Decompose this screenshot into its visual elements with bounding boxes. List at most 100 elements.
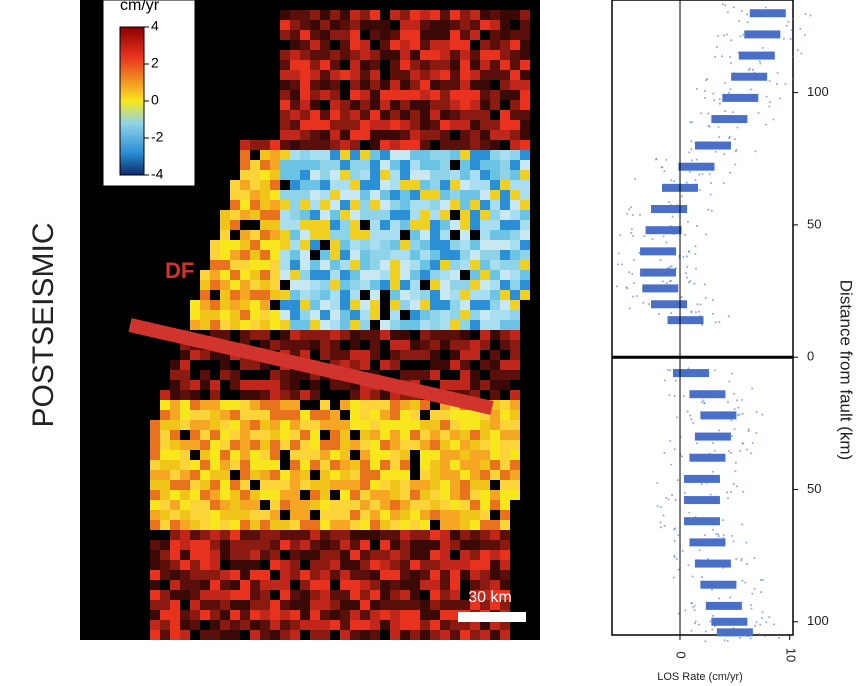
scatter-cloud — [734, 408, 736, 410]
raster-cell — [480, 350, 490, 360]
raster-cell — [420, 160, 430, 170]
raster-cell — [470, 100, 480, 110]
raster-cell — [440, 360, 450, 370]
raster-cell — [460, 540, 470, 550]
raster-cell — [460, 310, 470, 320]
x-axis-label: LOS Rate (cm/yr) — [657, 671, 743, 683]
raster-cell — [170, 460, 180, 470]
raster-cell — [380, 580, 390, 590]
raster-cell — [240, 330, 250, 340]
raster-cell — [170, 560, 180, 570]
raster-cell — [210, 310, 220, 320]
raster-cell — [260, 140, 270, 150]
raster-cell — [490, 330, 500, 340]
raster-cell — [270, 630, 280, 640]
raster-cell — [260, 290, 270, 300]
scatter-cloud — [746, 449, 748, 451]
raster-cell — [420, 610, 430, 620]
raster-cell — [330, 540, 340, 550]
raster-cell — [270, 450, 280, 460]
raster-cell — [200, 490, 210, 500]
raster-cell — [180, 380, 190, 390]
raster-cell — [150, 620, 160, 630]
raster-cell — [310, 560, 320, 570]
raster-cell — [310, 110, 320, 120]
raster-cell — [480, 40, 490, 50]
raster-cell — [390, 270, 400, 280]
raster-cell — [360, 230, 370, 240]
raster-cell — [170, 390, 180, 400]
raster-cell — [230, 190, 240, 200]
raster-cell — [290, 210, 300, 220]
raster-cell — [270, 550, 280, 560]
raster-cell — [280, 430, 290, 440]
raster-cell — [270, 380, 280, 390]
raster-cell — [490, 530, 500, 540]
raster-cell — [520, 290, 530, 300]
raster-cell — [230, 220, 240, 230]
raster-cell — [390, 80, 400, 90]
raster-cell — [250, 500, 260, 510]
raster-cell — [160, 510, 170, 520]
scatter-cloud — [686, 277, 688, 279]
raster-cell — [360, 50, 370, 60]
raster-cell — [330, 250, 340, 260]
raster-cell — [270, 310, 280, 320]
scatter-cloud — [687, 221, 689, 223]
raster-cell — [160, 420, 170, 430]
raster-cell — [210, 530, 220, 540]
raster-cell — [250, 320, 260, 330]
raster-cell — [440, 530, 450, 540]
raster-cell — [150, 480, 160, 490]
raster-cell — [340, 170, 350, 180]
raster-cell — [440, 350, 450, 360]
raster-cell — [280, 380, 290, 390]
raster-cell — [510, 190, 520, 200]
raster-cell — [470, 60, 480, 70]
raster-cell — [380, 50, 390, 60]
raster-cell — [420, 180, 430, 190]
raster-cell — [380, 330, 390, 340]
scatter-cloud — [618, 253, 620, 255]
raster-cell — [300, 160, 310, 170]
raster-cell — [360, 100, 370, 110]
raster-cell — [190, 410, 200, 420]
scatter-cloud — [665, 242, 667, 244]
raster-cell — [260, 590, 270, 600]
raster-cell — [350, 520, 360, 530]
raster-cell — [300, 10, 310, 20]
scatter-cloud — [633, 282, 635, 284]
raster-cell — [190, 560, 200, 570]
raster-cell — [420, 190, 430, 200]
raster-cell — [330, 520, 340, 530]
raster-cell — [450, 330, 460, 340]
raster-cell — [490, 190, 500, 200]
raster-cell — [270, 340, 280, 350]
raster-cell — [500, 440, 510, 450]
scatter-cloud — [740, 559, 742, 561]
raster-cell — [330, 90, 340, 100]
raster-cell — [200, 600, 210, 610]
raster-cell — [370, 160, 380, 170]
scatter-cloud — [690, 602, 692, 604]
raster-cell — [280, 300, 290, 310]
raster-cell — [510, 340, 520, 350]
raster-cell — [430, 80, 440, 90]
raster-cell — [390, 200, 400, 210]
raster-cell — [310, 300, 320, 310]
raster-cell — [280, 610, 290, 620]
raster-cell — [420, 450, 430, 460]
raster-cell — [230, 560, 240, 570]
scatter-cloud — [784, 83, 786, 85]
raster-cell — [400, 430, 410, 440]
raster-cell — [290, 60, 300, 70]
raster-cell — [450, 50, 460, 60]
raster-cell — [290, 110, 300, 120]
raster-cell — [490, 520, 500, 530]
raster-cell — [490, 180, 500, 190]
raster-cell — [400, 490, 410, 500]
scatter-cloud — [744, 582, 746, 584]
scatter-cloud — [772, 119, 774, 121]
raster-cell — [470, 190, 480, 200]
raster-cell — [430, 120, 440, 130]
